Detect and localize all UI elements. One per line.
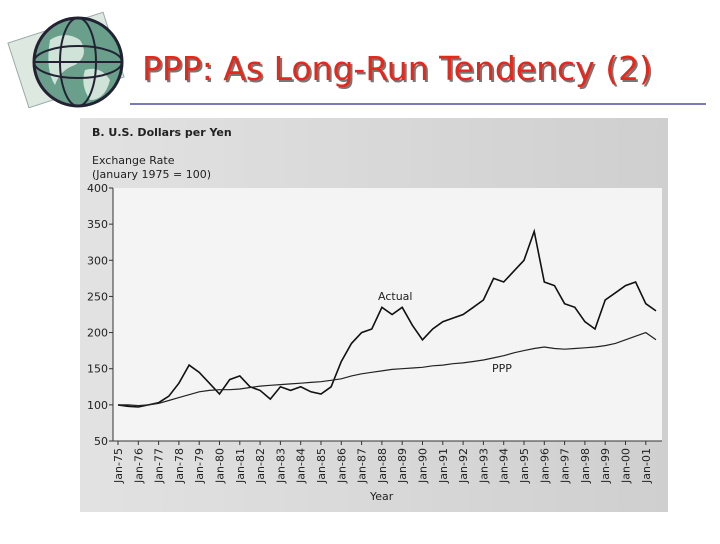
x-axis-title: Year [369,490,394,503]
x-tick-label: Jan-77 [153,448,166,484]
x-tick-label: Jan-91 [437,448,450,484]
x-tick-label: Jan-94 [498,448,511,484]
annotation: PPP [492,362,512,375]
x-tick-label: Jan-01 [640,448,653,484]
x-tick-label: Jan-84 [295,448,308,484]
x-tick-label: Jan-83 [274,448,287,484]
x-tick-label: Jan-86 [335,448,348,484]
y-tick-label: 250 [87,290,108,303]
x-tick-label: Jan-79 [193,448,206,484]
y-tick-label: 400 [87,182,108,195]
series-line [118,331,657,407]
y-axis-title: (January 1975 = 100) [92,168,211,181]
y-axis-title: Exchange Rate [92,154,175,167]
x-tick-label: Jan-93 [477,448,490,484]
x-tick-label: Jan-87 [356,448,369,484]
y-tick-label: 100 [87,399,108,412]
x-tick-label: Jan-78 [173,448,186,484]
x-tick-label: Jan-82 [254,448,267,484]
x-tick-label: Jan-95 [518,448,531,484]
y-tick-label: 150 [87,363,108,376]
y-tick-label: 300 [87,254,108,267]
y-tick-label: 200 [87,327,108,340]
x-tick-label: Jan-81 [234,448,247,484]
x-tick-label: Jan-89 [396,448,409,484]
x-tick-label: Jan-85 [315,448,328,484]
x-tick-label: Jan-76 [132,448,145,484]
x-tick-label: Jan-90 [417,448,430,484]
x-tick-label: Jan-92 [457,448,470,484]
title-shadow: PPP: As Long-Run Tendency (2) [144,51,654,90]
x-tick-label: Jan-75 [112,448,125,484]
globe-icon [7,11,125,109]
x-tick-label: Jan-97 [559,448,572,484]
y-tick-label: 50 [94,435,108,448]
x-tick-label: Jan-96 [538,448,551,484]
plot-area [113,188,662,441]
slide-title: PPP: As Long-Run Tendency (2) [142,49,652,88]
x-tick-label: Jan-80 [214,448,227,484]
annotation: Actual [378,290,412,303]
x-tick-label: Jan-00 [620,448,633,484]
x-tick-label: Jan-99 [599,448,612,484]
y-tick-label: 350 [87,218,108,231]
series-line [117,228,657,408]
panel-title: B. U.S. Dollars per Yen [92,126,232,139]
x-tick-label: Jan-98 [579,448,592,484]
x-tick-label: Jan-88 [376,448,389,484]
